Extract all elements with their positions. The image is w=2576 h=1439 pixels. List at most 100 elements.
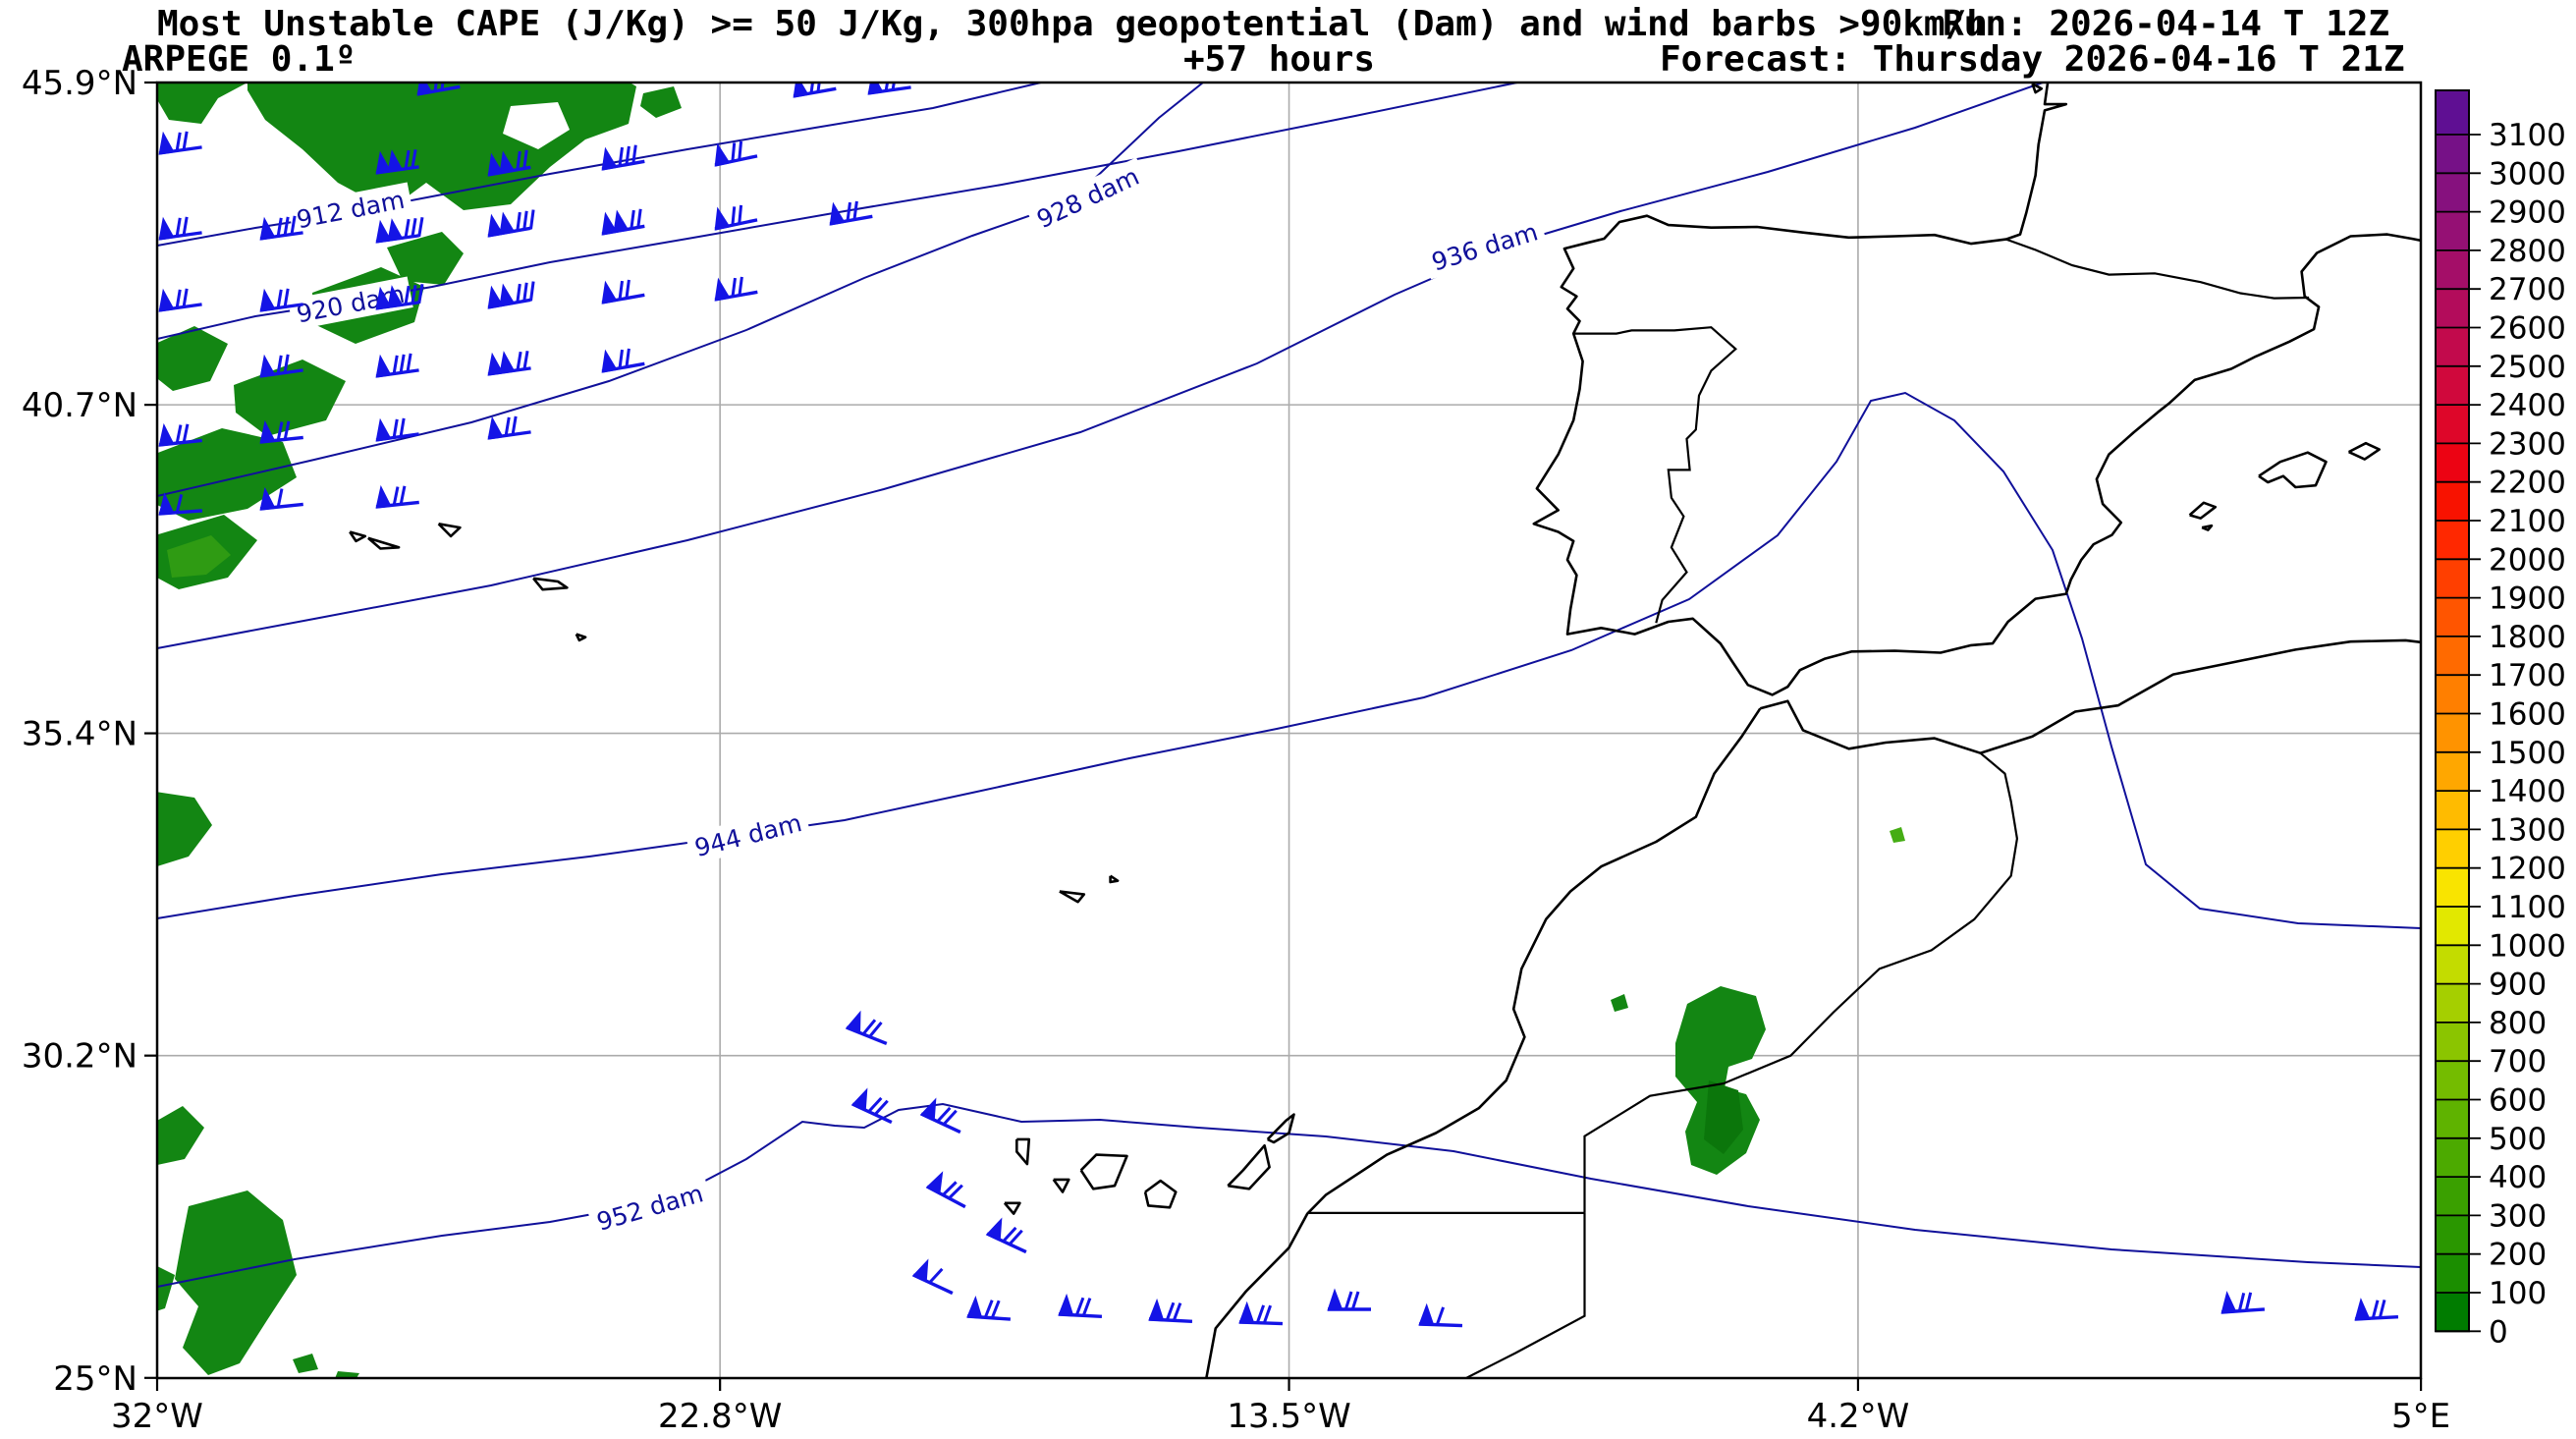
coastline-path — [2188, 501, 2218, 520]
colorbar-tick-label: 2700 — [2489, 272, 2566, 307]
colorbar-segment — [2436, 249, 2469, 290]
wind-barb-feather — [399, 354, 406, 374]
wind-barb-feather — [651, 55, 660, 75]
wind-barb-feather — [399, 417, 406, 438]
wind-barb-feather — [738, 140, 743, 161]
wind-barb-feather — [731, 142, 737, 163]
wind-barb-feather — [276, 289, 283, 309]
wind-barb-feather — [404, 218, 411, 240]
coastline-path — [437, 523, 462, 538]
colorbar-segment — [2436, 791, 2469, 830]
wind-barb-feather — [182, 288, 189, 308]
wind-barb-icon — [259, 288, 303, 312]
wind-barb-pennant — [375, 286, 392, 310]
contour-label-group: 928 dam — [1025, 157, 1150, 238]
wind-barb-feather — [1435, 1306, 1446, 1327]
wind-barb-feather — [522, 282, 528, 303]
x-tick-label: 13.5°W — [1227, 1397, 1350, 1436]
wind-barb-feather — [283, 288, 290, 308]
wind-barb-feather — [2371, 1300, 2380, 1320]
wind-barb-feather — [625, 348, 630, 368]
y-tick-label: 35.4°N — [22, 715, 137, 754]
wind-barb-pennant — [714, 142, 731, 167]
wind-barb-feather — [2244, 1292, 2253, 1312]
wind-barb-feather — [625, 145, 630, 166]
wind-barb-pennant — [259, 216, 276, 241]
wind-barb-feather — [175, 494, 184, 515]
wind-barb-feather — [618, 349, 624, 370]
wind-barb-pennant — [158, 422, 175, 447]
wind-barb-feather — [738, 204, 743, 225]
wind-barb-pennant — [375, 484, 392, 509]
colorbar-segment — [2436, 1099, 2469, 1139]
colorbar-segment — [2436, 983, 2469, 1024]
wind-barb-feather — [983, 1300, 994, 1319]
wind-barb-icon — [713, 32, 759, 62]
wind-barb-icon — [601, 348, 645, 373]
wind-barb-icon — [487, 350, 531, 376]
contour-label-group: 952 dam — [586, 1175, 713, 1240]
wind-barb-icon — [966, 1296, 1012, 1321]
cape-region — [1704, 1080, 1743, 1154]
wind-barb-feather — [738, 37, 747, 57]
wind-barb-feather — [738, 276, 743, 297]
colorbar-segment — [2436, 405, 2469, 444]
cape-region — [687, 54, 727, 71]
colorbar-segment — [2436, 1215, 2469, 1255]
colorbar-segment — [2436, 521, 2469, 560]
wind-barb-pennant — [2220, 1291, 2237, 1314]
border-path — [1583, 751, 2019, 1213]
wind-barb-pennant — [499, 351, 516, 374]
wind-barb-feather — [411, 148, 417, 170]
colorbar-segment — [2436, 481, 2469, 522]
cape-region — [157, 1266, 175, 1311]
colorbar-segment — [2436, 829, 2469, 869]
cape-region — [234, 360, 346, 436]
wind-barb-feather — [529, 281, 535, 302]
colorbar-segment — [2436, 713, 2469, 753]
y-tick-label: 30.2°N — [22, 1037, 137, 1077]
wind-barb-feather — [175, 132, 182, 152]
wind-barb-feather — [433, 83, 439, 93]
wind-barb-feather — [1008, 1229, 1023, 1246]
cape-region — [387, 232, 464, 285]
x-tick-label: 4.2°W — [1807, 1397, 1910, 1436]
coastline-layer — [349, 83, 2421, 1378]
wind-barb-icon — [487, 415, 531, 440]
wind-barb-icon — [487, 281, 535, 309]
colorbar-segment — [2436, 173, 2469, 213]
colorbar-segment — [2436, 907, 2469, 946]
cape-region — [293, 1354, 318, 1373]
colorbar-tick-label: 1600 — [2489, 697, 2566, 733]
wind-barb-pennant — [499, 211, 516, 236]
coastline-path — [1109, 874, 1120, 884]
wind-barb-icon — [375, 353, 419, 378]
wind-barb-pennant — [487, 415, 504, 440]
wind-barb-feather — [411, 284, 417, 305]
colorbar-segment — [2436, 1137, 2469, 1178]
wind-barb-feather — [516, 150, 521, 171]
wind-barb-pennant — [601, 146, 618, 171]
wind-barb-feather — [440, 83, 446, 91]
coastline-path — [1059, 890, 1086, 904]
wind-barb-pennant — [911, 1258, 929, 1284]
wind-barb-icon — [911, 1258, 954, 1296]
colorbar-tick-label: 2300 — [2489, 426, 2566, 462]
chart-title: Most Unstable CAPE (J/Kg) >= 50 J/Kg, 30… — [157, 4, 1988, 44]
y-tick-label: 40.7°N — [22, 386, 137, 425]
wind-barb-icon — [2354, 1298, 2399, 1321]
wind-barb-feather — [866, 1096, 883, 1114]
wind-barb-feather — [392, 418, 399, 439]
wind-barb-pennant — [387, 285, 404, 308]
coastline-path — [532, 577, 569, 591]
wind-barb-icon — [601, 144, 645, 171]
wind-barb-pennant — [259, 486, 276, 511]
graticule-grid — [157, 83, 2421, 1378]
wind-barb-feather — [630, 209, 635, 230]
colorbar-segment — [2436, 867, 2469, 908]
wind-barb-icon — [259, 215, 303, 241]
colorbar-segment — [2436, 90, 2469, 136]
wind-barb-feather — [522, 210, 528, 231]
wind-barb-pennant — [158, 216, 175, 241]
